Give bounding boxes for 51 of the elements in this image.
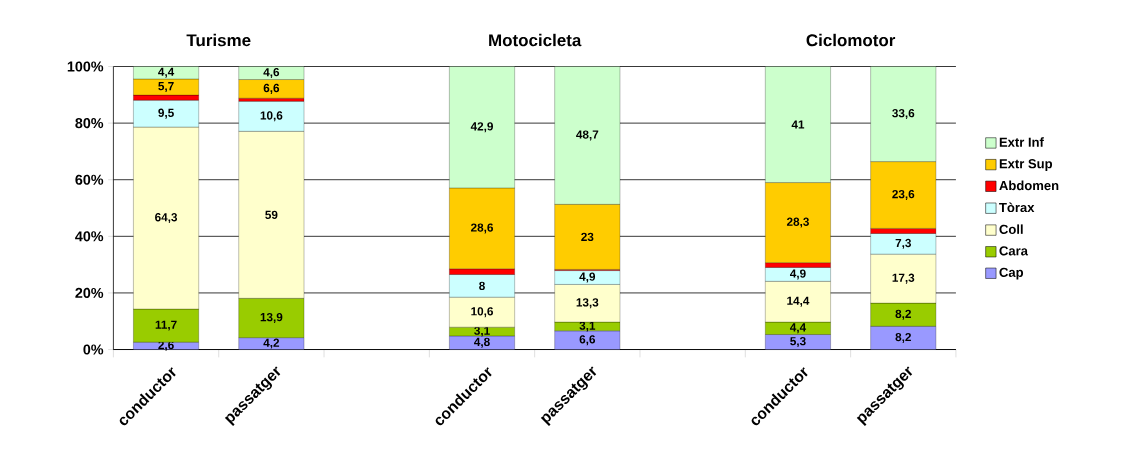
data-label: 41 [791,120,805,129]
legend-label: Coll [999,224,1023,235]
data-label: 6,6 [263,83,280,94]
legend-label: Extr Sup [999,159,1053,172]
text: Turisme [186,33,251,47]
y-tick-label: 20% [75,287,104,299]
data-label: 4,4 [789,323,807,334]
text: Motocicleta [489,33,582,47]
data-label: 33,6 [892,109,915,120]
data-label: 5,3 [790,337,806,348]
data-label: 8 [479,281,485,291]
legend-label: Cap [999,267,1024,280]
data-label: 13,9 [260,313,283,324]
data-label: 42,9 [470,122,493,133]
legend-label: Extr Inf [999,137,1044,147]
data-label: 10,6 [260,111,283,122]
y-tick-label: 60% [75,174,104,185]
data-label: 4,2 [263,338,280,349]
data-label: 23 [581,232,594,242]
data-label: 59 [265,210,278,220]
legend-label: Abdomen [999,180,1059,191]
data-label: 9,5 [158,108,174,119]
legend-label: Tòrax [999,202,1035,213]
data-label: 4,4 [158,67,175,78]
data-label: 4,6 [263,68,280,79]
data-label: 14,4 [787,296,810,307]
data-label: 10,6 [471,307,493,318]
y-tick-label: 0% [83,344,104,355]
data-label: 64,3 [155,213,178,224]
data-label: 23,6 [892,190,915,201]
data-label: 3,1 [474,326,490,337]
data-label: 4,9 [579,272,596,283]
data-label: 8,2 [895,333,911,344]
y-tick-label: 100% [67,61,104,72]
data-label: 28,3 [786,217,809,228]
legend-label: Cara [999,246,1029,256]
data-label: 13,3 [576,298,599,309]
data-label: 4,8 [474,337,490,348]
data-label: 17,3 [892,273,915,284]
data-label: 6,6 [579,335,596,346]
data-label: 5,7 [158,82,174,93]
data-label: 8,2 [895,309,911,320]
data-label: 4,9 [789,269,806,280]
data-label: 48,7 [576,130,599,141]
data-label: 28,6 [471,223,493,234]
data-label: 3,1 [579,321,596,332]
data-label: 11,7 [155,320,177,331]
y-tick-label: 80% [75,118,104,129]
text: Ciclomotor [806,33,896,47]
y-tick-label: 40% [75,231,104,242]
data-label: 7,3 [895,238,911,249]
